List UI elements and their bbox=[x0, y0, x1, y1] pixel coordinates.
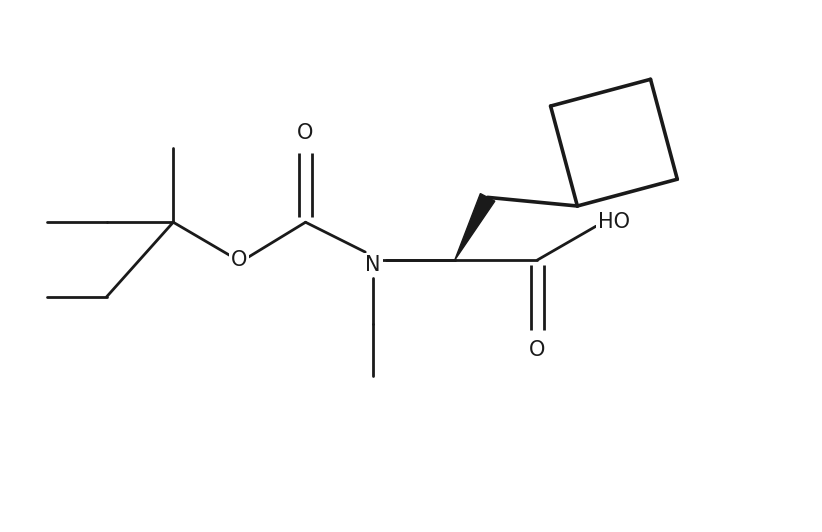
Text: N: N bbox=[366, 255, 381, 275]
Text: O: O bbox=[529, 339, 546, 360]
Text: O: O bbox=[298, 123, 314, 143]
Polygon shape bbox=[455, 194, 495, 260]
Text: HO: HO bbox=[598, 212, 630, 232]
Text: O: O bbox=[231, 250, 247, 270]
